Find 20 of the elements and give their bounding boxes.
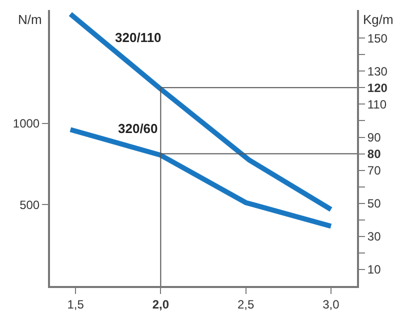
y2-tick-label: 50	[367, 196, 382, 211]
series-label: 320/60	[118, 121, 158, 136]
y2-tick-label: 80	[367, 146, 382, 161]
y2-tick-label: 30	[367, 230, 382, 244]
y-axis-title: N/m	[18, 12, 42, 27]
x-tick-label: 2,0	[152, 297, 170, 312]
y2-tick-label: 150	[367, 31, 388, 46]
x-tick-label: 2,5	[237, 297, 254, 312]
y2-tick-label: 70	[367, 164, 382, 178]
y-tick-label: 1000	[12, 116, 40, 131]
y2-tick-label: 120	[367, 80, 388, 95]
y2-tick-label: 130	[367, 64, 388, 78]
x-tick-label: 1,5	[67, 297, 84, 312]
series-label: 320/110	[115, 30, 162, 45]
y2-tick-label: 90	[367, 130, 382, 144]
y2-tick-label: 10	[367, 262, 382, 277]
y2-tick-label: 110	[367, 97, 387, 112]
y-tick-label: 500	[20, 198, 40, 212]
x-tick-label: 3,0	[322, 297, 340, 312]
y2-axis-title: Kg/m	[363, 12, 394, 27]
